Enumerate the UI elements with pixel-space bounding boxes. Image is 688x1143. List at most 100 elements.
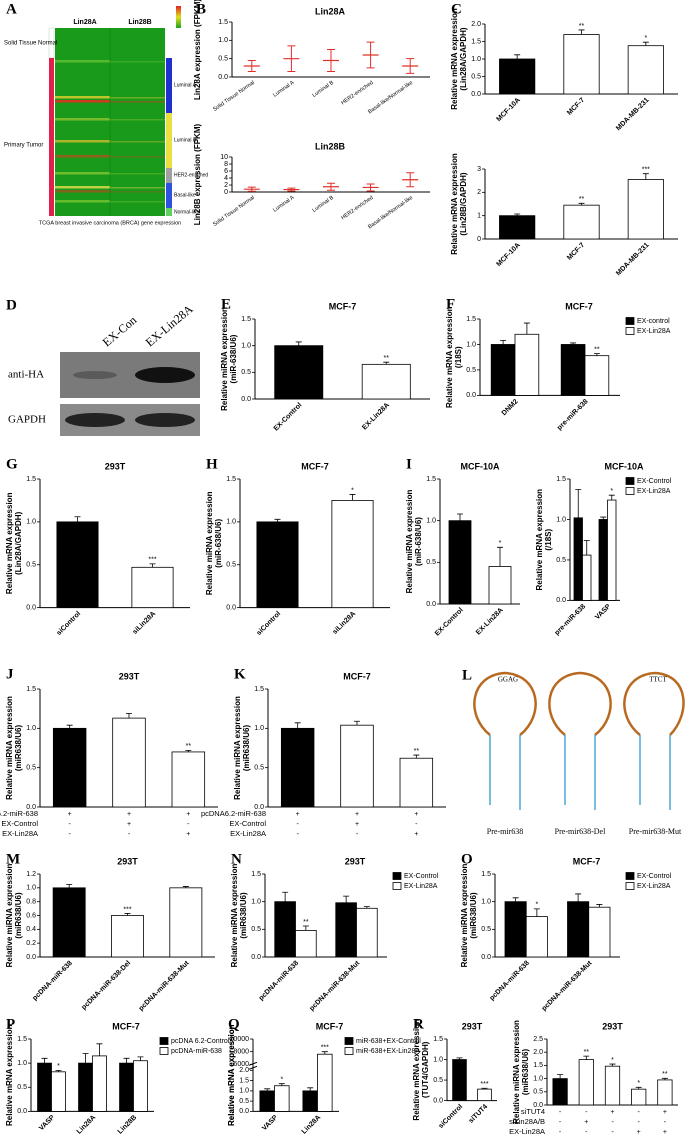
legend-label: EX-Control [404, 873, 439, 880]
bar [37, 1062, 52, 1112]
sd-bar [247, 186, 256, 192]
condition-mark: + [186, 831, 190, 838]
bar [340, 724, 374, 808]
y-tick-label: 10000 [230, 1036, 250, 1043]
legend-swatch [344, 1037, 354, 1045]
y-tick-label: 1.5 [241, 316, 251, 323]
loop [623, 671, 685, 736]
heatmap-panel: A Lin28A Lin28B Solid Tissue Normal Prim… [4, 1, 208, 226]
significance: *** [480, 1081, 488, 1088]
x-tick-label: Luminal B [311, 195, 335, 214]
significance: ** [579, 23, 585, 30]
significance: ** [662, 1071, 668, 1078]
chart-title: MCF-10A [604, 461, 644, 471]
x-tick-label: Lin28A [76, 1114, 97, 1135]
y-axis-label: (miR638/U6) [239, 892, 248, 939]
x-tick-label: VASP [594, 603, 612, 621]
y-tick-label: 1.5 [218, 19, 228, 26]
y-tick-label: 0 [477, 236, 481, 243]
condition-mark: - [68, 831, 71, 838]
y-tick-label: 1.0 [26, 725, 36, 732]
y-axis-label: (/18S) [544, 528, 553, 550]
y-axis-label: Relative miRNA expression [230, 864, 239, 968]
error-bar [457, 513, 463, 521]
x-tick-label: siLin28A [132, 610, 158, 636]
y-tick-label: 1.5 [239, 1077, 249, 1084]
y-tick-label: 0.0 [239, 1108, 249, 1115]
hairpin-panel: L GGAG TTCT Pre-mir638 Pre-mir638-Del Pr… [462, 667, 685, 836]
y-axis-label: (miR638/U6) [14, 892, 23, 939]
chart-title: MCF-7 [316, 1021, 344, 1031]
y-tick-label: 1.5 [466, 316, 476, 323]
bar [607, 499, 617, 601]
significance: ** [303, 919, 309, 926]
y-axis-label: Relative mRNA expression [535, 489, 544, 591]
panel-letter: R [413, 1016, 424, 1032]
x-tick-label: siControl [256, 610, 283, 637]
error-bar [578, 202, 585, 206]
y-tick-label: 0.0 [426, 601, 436, 608]
bar [131, 566, 174, 609]
bar [631, 1088, 647, 1106]
bar [490, 344, 516, 396]
significance: * [280, 1077, 283, 1084]
condition-label: EX-Lin28A [509, 1127, 545, 1136]
sd-bar [366, 183, 375, 192]
x-tick-label: DNM2 [501, 398, 520, 417]
y-tick-label: 4 [224, 175, 228, 182]
y-tick-label: 1.0 [556, 516, 566, 523]
condition-mark: - [559, 1129, 562, 1136]
stem [639, 735, 671, 810]
heatmap-stripe [110, 173, 165, 175]
error-bar [96, 1043, 103, 1056]
y-tick-label: 0.0 [251, 954, 261, 961]
x-tick-label: MCF-10A [495, 242, 521, 268]
error-bar [264, 1088, 271, 1091]
y-axis-label: (Lin28A/GAPDH) [459, 27, 468, 90]
error-bar [533, 908, 540, 917]
bar [274, 1085, 290, 1112]
x-tick-label: pcDNA-miR-638 [32, 960, 74, 1002]
panel-letter: C [451, 1, 462, 17]
heatmap-stripe [110, 191, 165, 193]
y-tick-label: 1.5 [254, 686, 264, 693]
y-tick-label: 1.5 [26, 686, 36, 693]
bar [578, 1059, 594, 1106]
error-bar [278, 1083, 285, 1086]
y-tick-label: 0.0 [481, 954, 491, 961]
y-tick-label: 0.0 [17, 1108, 27, 1115]
bar [274, 345, 324, 400]
bar [563, 204, 600, 240]
bar [274, 901, 296, 958]
y-axis-label: (Lin28B/GAPDH) [459, 172, 468, 235]
legend-label: EX-control [637, 318, 670, 325]
legend-label: EX-Lin28A [637, 488, 671, 495]
error-bar [481, 1087, 488, 1090]
y-tick-label: 1.0 [241, 343, 251, 350]
legend-swatch [625, 882, 635, 890]
panel-letter: P [6, 1016, 15, 1032]
bar [488, 566, 512, 605]
bar [259, 1090, 275, 1112]
y-tick-label: 2.0 [533, 1049, 543, 1056]
chart-title: Lin28B [315, 141, 346, 151]
bar [627, 45, 664, 95]
chart-title: MCF-10A [460, 461, 500, 471]
y-tick-label: 0.8 [26, 899, 36, 906]
hairpin-label: Pre-mir638-Del [555, 827, 606, 836]
y-axis-label: Relative miRNA expression [5, 696, 14, 800]
condition-mark: + [355, 821, 359, 828]
y-tick-label: 1.2 [26, 871, 36, 878]
heatmap-stripe [110, 187, 165, 189]
y-tick-label: 1.5 [426, 476, 436, 483]
heatmap-stripe [55, 155, 110, 158]
y-axis-label: (miR-638/U6) [214, 519, 223, 568]
group-label: Primary Tumor [4, 143, 43, 149]
y-axis-label: (/18S) [454, 346, 463, 368]
y-tick-label: 0.5 [254, 765, 264, 772]
sd-bar [327, 182, 335, 191]
error-bar [307, 1087, 314, 1091]
condition-label: pcDNA6.2-miR-638 [0, 809, 38, 818]
y-tick-label: 1.0 [471, 56, 481, 63]
error-bar [512, 897, 519, 902]
